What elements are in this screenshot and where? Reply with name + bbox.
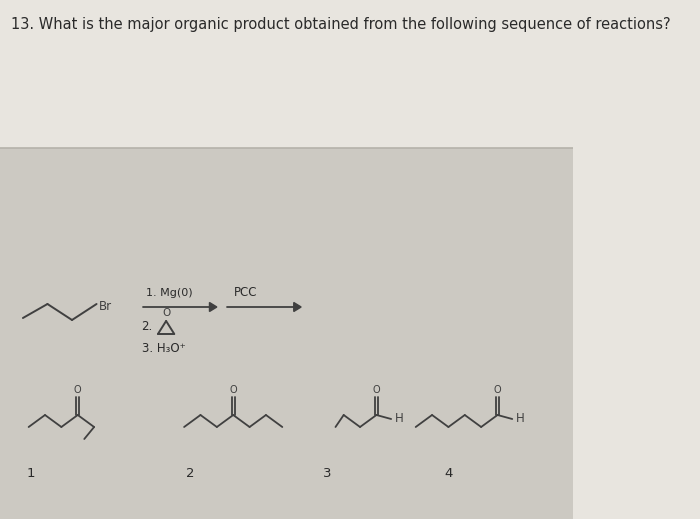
Bar bbox=[0, 0, 573, 148]
Text: 13. What is the major organic product obtained from the following sequence of re: 13. What is the major organic product ob… bbox=[10, 17, 671, 32]
Text: Br: Br bbox=[99, 299, 112, 312]
Text: O: O bbox=[494, 385, 501, 395]
Text: H: H bbox=[394, 413, 403, 426]
Text: H: H bbox=[515, 413, 524, 426]
Bar bbox=[0, 148, 573, 519]
Text: 1. Mg(0): 1. Mg(0) bbox=[146, 288, 193, 298]
Text: 3. H₃O⁺: 3. H₃O⁺ bbox=[141, 343, 186, 356]
Text: O: O bbox=[372, 385, 380, 395]
Text: O: O bbox=[162, 308, 170, 318]
Text: PCC: PCC bbox=[234, 286, 258, 299]
Text: 1: 1 bbox=[27, 467, 35, 480]
Text: 4: 4 bbox=[444, 467, 453, 480]
Text: O: O bbox=[230, 385, 237, 395]
Text: 2.: 2. bbox=[141, 321, 153, 334]
Polygon shape bbox=[209, 303, 217, 311]
Text: O: O bbox=[74, 385, 81, 395]
Polygon shape bbox=[294, 303, 301, 311]
Text: 3: 3 bbox=[323, 467, 332, 480]
Text: 2: 2 bbox=[186, 467, 194, 480]
